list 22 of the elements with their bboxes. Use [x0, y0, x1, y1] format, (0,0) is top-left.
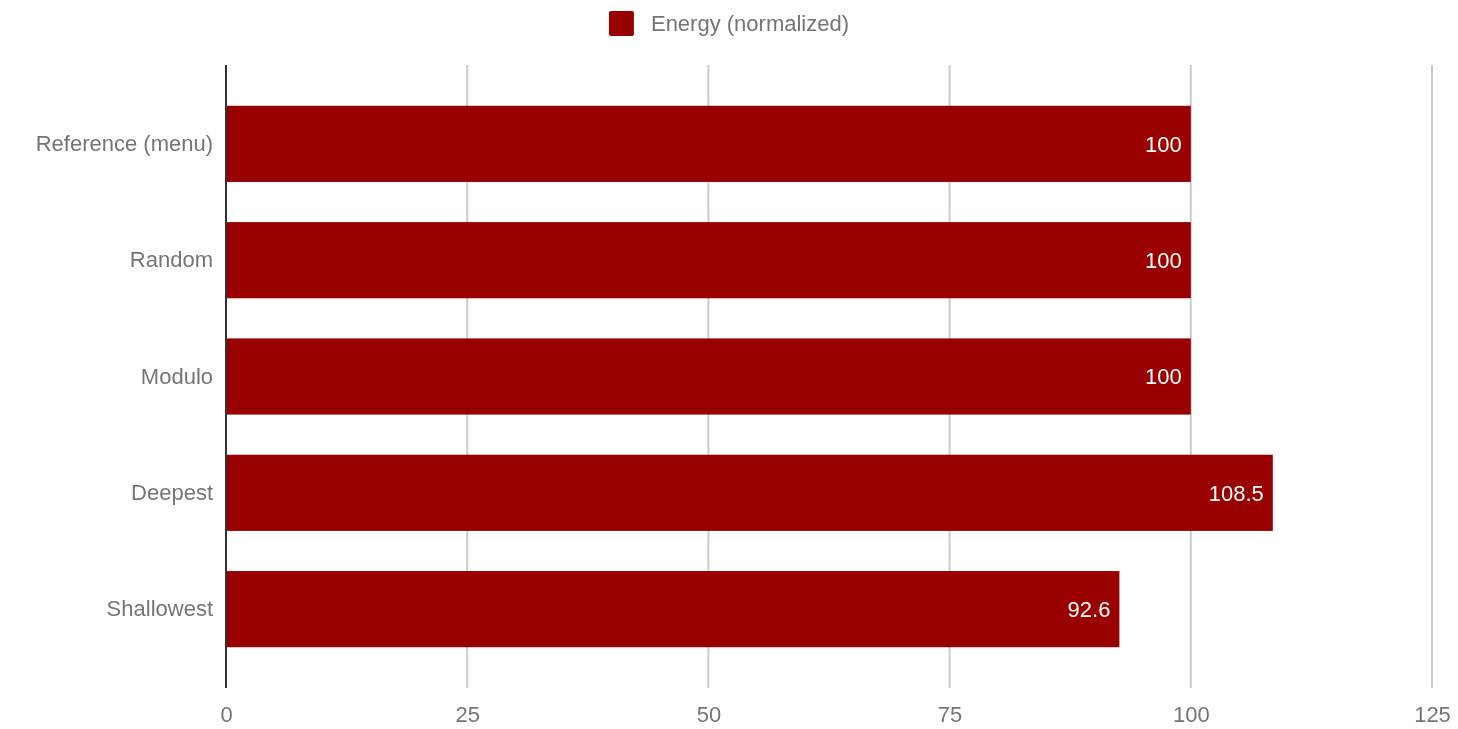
x-tick-label: 50	[696, 701, 722, 727]
y-tick-label: Modulo	[140, 363, 213, 389]
y-tick-label: Reference (menu)	[35, 130, 213, 156]
x-tick-label: 75	[937, 701, 963, 727]
x-tick-label: 100	[1172, 701, 1210, 727]
bar	[226, 105, 1191, 182]
legend-label: Energy (normalized)	[650, 10, 850, 36]
bar	[226, 454, 1273, 531]
data-label: 100	[1145, 131, 1182, 157]
y-tick-label: Random	[129, 247, 213, 273]
data-label: 92.6	[1067, 596, 1111, 622]
x-tick-label: 125	[1414, 701, 1451, 727]
data-label: 108.5	[1208, 480, 1264, 506]
x-tick-label: 25	[455, 701, 480, 727]
y-tick-label: Deepest	[131, 479, 213, 505]
data-label: 100	[1145, 364, 1182, 390]
bar	[226, 338, 1191, 415]
bar	[226, 222, 1191, 299]
y-tick-label: Shallowest	[106, 596, 213, 622]
data-label: 100	[1145, 247, 1182, 273]
bar	[226, 571, 1120, 648]
x-tick-label: 0	[220, 701, 233, 727]
